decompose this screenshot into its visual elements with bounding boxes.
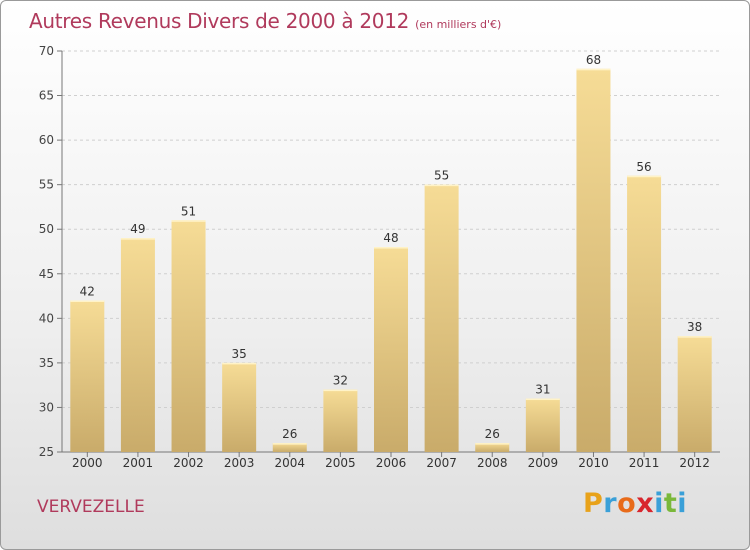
x-tick-label: 2011 [629, 456, 660, 470]
bar [627, 175, 662, 452]
bar [475, 443, 510, 452]
y-tick-label: 70 [39, 44, 54, 58]
y-tick-label: 60 [39, 133, 54, 147]
x-tick-label: 2006 [376, 456, 407, 470]
bar [323, 389, 358, 452]
x-tick-label: 2001 [123, 456, 154, 470]
logo-letter: P [583, 488, 604, 519]
bar-highlight [627, 175, 662, 178]
bar-highlight [525, 398, 560, 401]
data-label: 68 [586, 53, 601, 67]
bar [374, 247, 408, 452]
x-tick-label: 2000 [72, 456, 103, 470]
x-tick-label: 2009 [528, 456, 559, 470]
bar-highlight [323, 389, 358, 392]
bar-highlight [424, 184, 459, 187]
logo-letter: o [617, 488, 637, 519]
proxiti-logo: Proxiti [583, 488, 687, 519]
data-label: 31 [535, 383, 550, 397]
x-tick-label: 2012 [679, 456, 710, 470]
bar [171, 220, 206, 452]
y-tick-label: 50 [39, 222, 54, 236]
bar-highlight [272, 443, 307, 445]
y-tick-label: 65 [39, 89, 54, 103]
data-label: 26 [282, 427, 297, 441]
bar [272, 443, 307, 452]
x-tick-label: 2007 [426, 456, 457, 470]
data-label: 35 [232, 347, 247, 361]
bar-highlight [222, 362, 257, 365]
bar [576, 68, 611, 453]
bar [525, 398, 560, 452]
data-label: 38 [687, 320, 702, 334]
y-tick-label: 30 [39, 400, 54, 414]
data-label: 42 [80, 285, 95, 299]
logo-letter: i [654, 488, 664, 519]
chart-subtitle: (en milliers d'€) [415, 18, 502, 31]
y-tick-label: 25 [39, 445, 54, 459]
logo-letter: x [636, 488, 655, 519]
bar [677, 336, 712, 452]
x-tick-label: 2008 [477, 456, 508, 470]
bar-highlight [120, 238, 155, 240]
x-tick-label: 2010 [578, 456, 609, 470]
bar-highlight [677, 336, 712, 338]
data-label: 48 [383, 231, 398, 245]
y-tick-label: 45 [39, 267, 54, 281]
bar [120, 238, 155, 452]
data-label: 56 [636, 160, 651, 174]
y-tick-label: 40 [39, 311, 54, 325]
bar-highlight [576, 68, 611, 71]
title-text: Autres Revenus Divers de 2000 à 2012 [29, 9, 410, 33]
x-tick-label: 2002 [173, 456, 204, 470]
bar [222, 362, 257, 452]
place-name: VERVEZELLE [37, 497, 145, 517]
data-label: 26 [485, 427, 500, 441]
bar [70, 300, 105, 452]
data-label: 32 [333, 374, 348, 388]
data-label: 49 [130, 222, 145, 236]
bar [424, 184, 459, 452]
logo-letter: i [677, 488, 688, 519]
logo-letter: t [663, 488, 678, 519]
bar-highlight [70, 300, 105, 303]
x-tick-label: 2004 [274, 456, 305, 470]
x-tick-label: 2003 [224, 456, 255, 470]
y-tick-label: 35 [39, 356, 54, 370]
data-label: 55 [434, 169, 449, 183]
logo-letter: r [603, 488, 618, 519]
data-label: 51 [181, 204, 196, 218]
bar-highlight [374, 247, 408, 249]
bar-highlight [171, 220, 206, 222]
x-tick-label: 2005 [325, 456, 356, 470]
bar-highlight [475, 443, 510, 445]
y-tick-label: 55 [39, 178, 54, 192]
chart-title: Autres Revenus Divers de 2000 à 2012 (en … [29, 9, 501, 33]
